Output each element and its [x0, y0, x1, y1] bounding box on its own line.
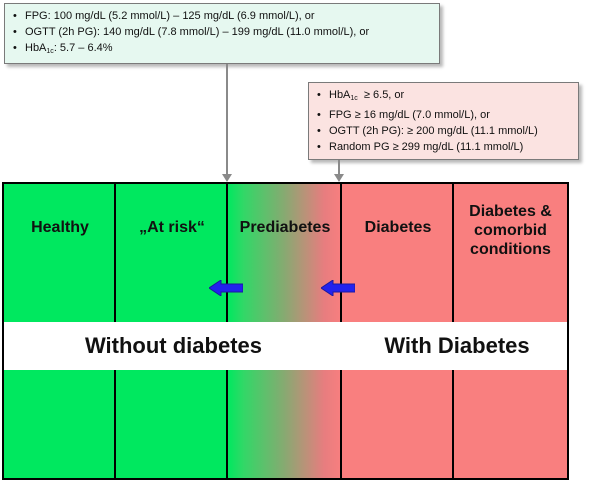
column-label-prediabetes: Prediabetes	[239, 219, 331, 236]
column-label-healthy: Healthy	[31, 219, 89, 236]
column-at-risk: „At risk“	[116, 184, 228, 478]
column-label-diabetes-comorbid: Diabetes & comorbid conditions	[469, 203, 552, 258]
diabetes-criterion-random-pg: Random PG ≥ 299 mg/dL (11.1 mmol/L)	[315, 139, 570, 155]
column-healthy: Healthy	[4, 184, 116, 478]
band-with-diabetes: With Diabetes	[343, 322, 567, 370]
prediabetes-criterion-ogtt: OGTT (2h PG): 140 mg/dL (7.8 mmol/L) – 1…	[11, 24, 431, 40]
column-label-diabetes: Diabetes	[364, 219, 432, 236]
prediabetes-connector-arrowhead	[222, 174, 232, 182]
diabetes-connector-line	[338, 160, 340, 174]
prediabetes-criterion-hba1c: HbA1c: 5.7 – 6.4%	[11, 40, 431, 60]
left-arrow-icon	[209, 280, 243, 296]
prediabetes-criterion-fpg: FPG: 100 mg/dL (5.2 mmol/L) – 125 mg/dL …	[11, 8, 431, 24]
diabetes-criteria-list: HbA1c ≥ 6.5, or FPG ≥ 16 mg/dL (7.0 mmol…	[315, 87, 570, 155]
diabetes-criterion-hba1c: HbA1c ≥ 6.5, or	[315, 87, 570, 107]
column-diabetes-comorbid: Diabetes & comorbid conditions	[454, 184, 567, 478]
prediabetes-criteria-list: FPG: 100 mg/dL (5.2 mmol/L) – 125 mg/dL …	[11, 8, 431, 60]
diabetes-connector-arrowhead	[334, 174, 344, 182]
diabetes-criterion-ogtt: OGTT (2h PG): ≥ 200 mg/dL (11.1 mmol/L)	[315, 123, 570, 139]
column-prediabetes: Prediabetes	[228, 184, 342, 478]
column-diabetes: Diabetes	[342, 184, 454, 478]
left-arrow-icon	[321, 280, 355, 296]
prediabetes-criteria-box: FPG: 100 mg/dL (5.2 mmol/L) – 125 mg/dL …	[4, 3, 440, 64]
band-without-diabetes: Without diabetes	[4, 322, 343, 370]
diabetes-criterion-fpg: FPG ≥ 16 mg/dL (7.0 mmol/L), or	[315, 107, 570, 123]
prediabetes-connector-line	[226, 64, 228, 174]
diabetes-criteria-box: HbA1c ≥ 6.5, or FPG ≥ 16 mg/dL (7.0 mmol…	[308, 82, 579, 160]
column-label-at-risk: „At risk“	[139, 219, 205, 236]
diabetes-spectrum-panel: Healthy „At risk“ Prediabetes Diabetes D…	[2, 182, 569, 480]
